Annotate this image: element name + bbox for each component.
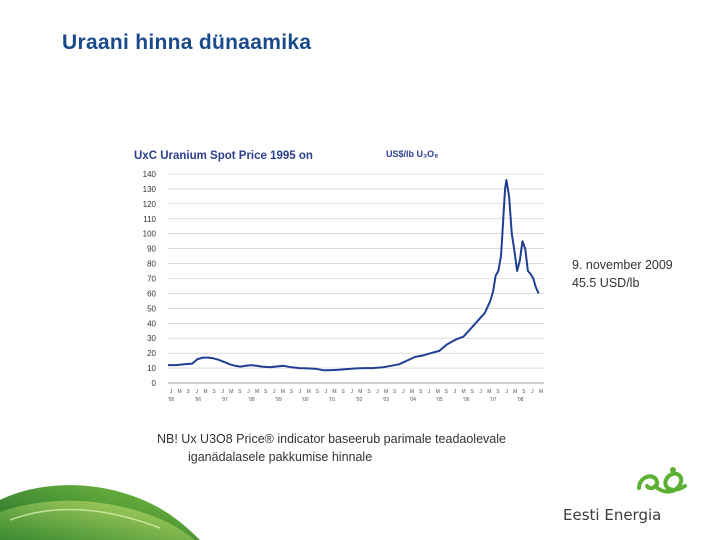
y-tick-label: 40	[147, 319, 156, 328]
x-month-label: S	[445, 389, 449, 395]
series-line	[168, 179, 540, 372]
x-month-label: J	[196, 389, 199, 395]
x-month-label: J	[480, 389, 483, 395]
price-annotation: 9. november 2009 45.5 USD/lb	[572, 256, 673, 292]
x-month-label: S	[419, 389, 423, 395]
y-tick-label: 10	[147, 364, 156, 373]
x-year-label: '96	[195, 397, 202, 403]
footnote: NB! Ux U3O8 Price® indicator baseerub pa…	[157, 430, 506, 466]
chart-title: UxC Uranium Spot Price 1995 on	[134, 150, 313, 162]
x-month-label: M	[358, 389, 362, 395]
uranium-price-chart: UxC Uranium Spot Price 1995 on US$/lb U₃…	[120, 140, 560, 410]
annotation-date: 9. november 2009	[572, 258, 673, 272]
decorative-swoosh	[0, 485, 200, 540]
chart-unit-label: US$/lb U₃O₈	[386, 149, 438, 159]
x-month-label: M	[229, 389, 233, 395]
x-month-label: J	[273, 389, 276, 395]
x-month-label: M	[384, 389, 388, 395]
y-tick-label: 130	[143, 185, 157, 194]
x-month-label: S	[367, 389, 371, 395]
y-tick-label: 30	[147, 334, 156, 343]
x-month-label: J	[221, 389, 224, 395]
gridlines	[168, 173, 544, 384]
x-year-label: '05	[436, 397, 443, 403]
y-tick-label: 20	[147, 349, 156, 358]
series-layer	[168, 179, 540, 372]
x-year-label: '04	[409, 397, 416, 403]
x-month-label: S	[496, 389, 500, 395]
y-tick-label: 80	[147, 260, 156, 269]
chart-svg: UxC Uranium Spot Price 1995 on US$/lb U₃…	[134, 149, 544, 403]
x-month-label: M	[461, 389, 465, 395]
x-month-label: M	[178, 389, 182, 395]
logo-mark-icon	[637, 467, 687, 494]
footnote-line-2: iganädalasele pakkumise hinnale	[188, 450, 373, 464]
y-axis-ticks: 0 10 20 30 40 50 60 70 80 90 100 110 120 130 140	[143, 170, 157, 388]
x-month-label: S	[341, 389, 345, 395]
slide-title: Uraani hinna dünaamika	[62, 31, 312, 54]
company-logo: Eesti Energia	[563, 464, 687, 524]
x-month-label: J	[454, 389, 457, 395]
x-month-label: J	[350, 389, 353, 395]
x-year-label: '01	[329, 397, 336, 403]
annotation-price: 45.5 USD/lb	[572, 276, 640, 290]
x-month-label: J	[531, 389, 534, 395]
x-month-label: J	[376, 389, 379, 395]
x-year-label: '02	[356, 397, 363, 403]
x-month-label: J	[505, 389, 508, 395]
x-year-label: '98	[248, 397, 255, 403]
x-year-label: '99	[275, 397, 282, 403]
x-month-label: M	[255, 389, 259, 395]
y-tick-label: 60	[147, 289, 156, 298]
x-year-label: '95	[168, 397, 175, 403]
x-month-label: S	[522, 389, 526, 395]
x-month-label: M	[332, 389, 336, 395]
y-tick-label: 140	[143, 170, 157, 179]
x-month-label: J	[299, 389, 302, 395]
x-month-label: J	[325, 389, 328, 395]
footnote-line-1: NB! Ux U3O8 Price® indicator baseerub pa…	[157, 432, 506, 446]
y-tick-label: 120	[143, 200, 157, 209]
y-tick-label: 50	[147, 304, 156, 313]
x-month-label: S	[393, 389, 397, 395]
x-month-label: S	[187, 389, 191, 395]
x-year-label: '08	[517, 397, 524, 403]
y-tick-label: 70	[147, 275, 156, 284]
x-year-label: '06	[463, 397, 470, 403]
x-month-label: J	[247, 389, 250, 395]
x-month-label: S	[238, 389, 242, 395]
x-month-label: M	[281, 389, 285, 395]
x-month-label: J	[428, 389, 431, 395]
x-month-label: J	[402, 389, 405, 395]
x-year-label: '97	[221, 397, 228, 403]
x-month-label: M	[203, 389, 207, 395]
x-month-label: S	[212, 389, 216, 395]
x-year-label: '03	[383, 397, 390, 403]
x-month-label: J	[170, 389, 173, 395]
y-tick-label: 110	[143, 215, 156, 224]
x-year-label: '07	[490, 397, 497, 403]
y-tick-label: 100	[143, 230, 157, 239]
x-month-label: M	[513, 389, 517, 395]
x-month-label: M	[410, 389, 414, 395]
x-month-label: M	[307, 389, 311, 395]
x-month-label: S	[290, 389, 294, 395]
y-tick-label: 0	[152, 379, 157, 388]
x-month-label: S	[470, 389, 474, 395]
x-month-label: S	[264, 389, 268, 395]
y-tick-label: 90	[147, 245, 156, 254]
logo-text: Eesti Energia	[563, 506, 662, 524]
x-month-label: M	[436, 389, 440, 395]
x-month-label: S	[316, 389, 320, 395]
x-month-label: M	[487, 389, 491, 395]
x-month-label: M	[539, 389, 543, 395]
x-year-label: '00	[302, 397, 309, 403]
